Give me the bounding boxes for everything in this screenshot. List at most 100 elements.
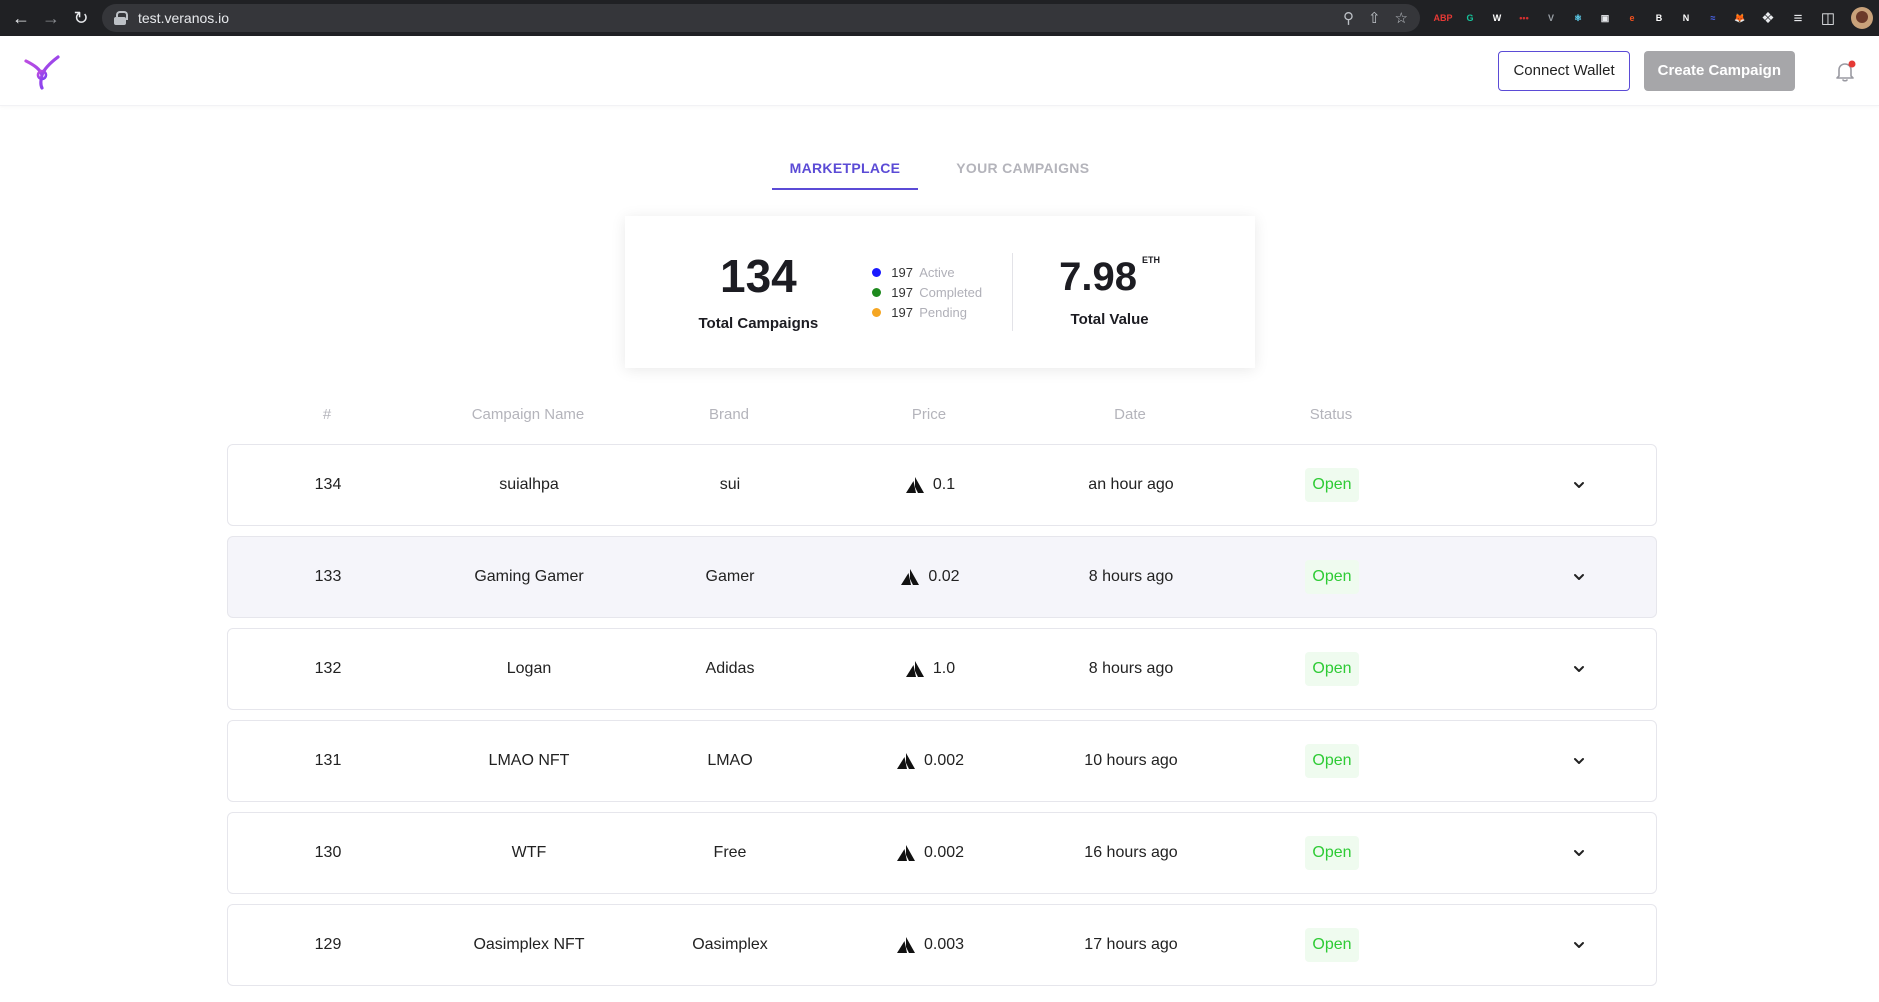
address-bar[interactable]: test.veranos.io ⚲ ⇧ ☆ [102, 4, 1420, 32]
legend-count: 197 [891, 304, 913, 320]
row-date: 16 hours ago [1084, 844, 1178, 861]
chevron-down-icon[interactable] [1572, 570, 1586, 584]
header-brand: Brand [708, 405, 750, 423]
summary-divider [1012, 253, 1014, 331]
row-number: 129 [314, 936, 342, 953]
row-date: 8 hours ago [1088, 660, 1174, 677]
row-expand[interactable] [1432, 754, 1656, 768]
avax-token-icon [905, 661, 924, 677]
row-campaign-name: Gaming Gamer [474, 568, 584, 585]
row-price: 0.003 [830, 936, 1030, 954]
lock-icon [114, 11, 128, 25]
notification-bell-icon[interactable] [1833, 59, 1857, 83]
metamask-icon[interactable]: 🦊 [1734, 12, 1746, 23]
table-header: # Campaign Name Brand Price Date Status [227, 394, 1657, 434]
table-row[interactable]: 133 Gaming Gamer Gamer 0.02 8 hours ago … [227, 536, 1657, 618]
chevron-down-icon[interactable] [1572, 846, 1586, 860]
row-date: 8 hours ago [1088, 568, 1174, 585]
row-date: an hour ago [1088, 476, 1174, 493]
app-header: Connect Wallet Create Campaign [0, 36, 1879, 106]
row-brand: LMAO [707, 752, 753, 769]
total-value-unit: ETH [1141, 254, 1160, 265]
total-campaigns-value: 134 [720, 249, 797, 302]
react-devtools-icon[interactable]: ⚛ [1573, 12, 1583, 23]
profile-avatar[interactable] [1851, 7, 1873, 29]
row-price-value: 0.003 [923, 936, 965, 953]
create-campaign-button[interactable]: Create Campaign [1643, 50, 1795, 91]
side-panel-icon[interactable]: ◫ [1820, 10, 1836, 27]
status-badge: Open [1305, 468, 1359, 502]
forward-icon[interactable]: → [42, 7, 60, 28]
row-price-value: 0.02 [928, 568, 960, 585]
tab-your-campaigns[interactable]: YOUR CAMPAIGNS [956, 160, 1090, 176]
row-date: 17 hours ago [1084, 936, 1178, 953]
chevron-down-icon[interactable] [1572, 938, 1586, 952]
row-status: Open [1232, 836, 1432, 870]
browser-toolbar: ← → ↻ test.veranos.io ⚲ ⇧ ☆ ABP G W ••• V ⚛ ▣ e… [0, 0, 1879, 36]
chevron-down-icon[interactable] [1572, 662, 1586, 676]
table-row[interactable]: 130 WTF Free 0.002 16 hours ago Open [227, 812, 1657, 894]
veranos-logo-icon[interactable] [22, 51, 62, 91]
avax-token-icon [896, 845, 915, 861]
legend-label: Pending [919, 304, 967, 320]
share-icon[interactable]: ⇧ [1367, 10, 1381, 27]
tab-marketplace[interactable]: MARKETPLACE [771, 150, 919, 190]
completed-dot-icon [872, 287, 882, 297]
wave-icon[interactable]: ≈ [1710, 13, 1716, 23]
total-campaigns-label: Total Campaigns [698, 314, 819, 332]
zoom-icon[interactable]: ⚲ [1342, 10, 1354, 27]
row-status: Open [1232, 744, 1432, 778]
avax-token-icon [896, 937, 915, 953]
w-icon[interactable]: W [1492, 13, 1502, 23]
header-campaign-name: Campaign Name [471, 405, 585, 423]
e-icon[interactable]: e [1629, 13, 1635, 23]
table-row[interactable]: 131 LMAO NFT LMAO 0.002 10 hours ago Ope… [227, 720, 1657, 802]
row-campaign-name: LMAO NFT [488, 752, 570, 769]
notion-icon[interactable]: N [1682, 13, 1690, 23]
status-badge: Open [1305, 560, 1359, 594]
row-number: 130 [314, 844, 342, 861]
row-price: 0.02 [830, 568, 1030, 586]
row-brand: Oasimplex [692, 936, 768, 953]
row-expand[interactable] [1432, 570, 1656, 584]
table-row[interactable]: 134 suialhpa sui 0.1 an hour ago Open [227, 444, 1657, 526]
header-date: Date [1114, 405, 1146, 423]
header-price: Price [911, 405, 947, 423]
active-dot-icon [872, 267, 882, 277]
back-icon[interactable]: ← [12, 7, 30, 28]
row-expand[interactable] [1432, 478, 1656, 492]
table-row[interactable]: 129 Oasimplex NFT Oasimplex 0.003 17 hou… [227, 904, 1657, 986]
row-price: 1.0 [830, 660, 1030, 678]
legend-count: 197 [891, 264, 913, 280]
vue-devtools-icon[interactable]: V [1547, 13, 1554, 23]
chevron-down-icon[interactable] [1572, 754, 1586, 768]
extensions-puzzle-icon[interactable]: ❖ [1761, 10, 1775, 27]
bookmark-star-icon[interactable]: ☆ [1394, 10, 1408, 27]
lastpass-icon[interactable]: ••• [1519, 13, 1529, 23]
row-expand[interactable] [1432, 662, 1656, 676]
row-price: 0.1 [830, 476, 1030, 494]
row-price-value: 0.002 [923, 844, 965, 861]
reading-list-icon[interactable]: ≡ [1793, 9, 1803, 27]
status-badge: Open [1305, 928, 1359, 962]
row-brand: sui [719, 476, 741, 493]
row-status: Open [1232, 652, 1432, 686]
row-expand[interactable] [1432, 938, 1656, 952]
connect-wallet-button[interactable]: Connect Wallet [1498, 50, 1630, 91]
screen-icon[interactable]: ▣ [1600, 12, 1610, 23]
grammarly-icon[interactable]: G [1466, 13, 1474, 23]
legend-count: 197 [891, 284, 913, 300]
avax-token-icon [896, 753, 915, 769]
table-row[interactable]: 132 Logan Adidas 1.0 8 hours ago Open [227, 628, 1657, 710]
row-campaign-name: Logan [506, 660, 552, 677]
adblock-icon[interactable]: ABP [1433, 13, 1453, 23]
extensions-bar: ABP G W ••• V ⚛ ▣ e B N ≈ 🦊 [1434, 9, 1749, 27]
chevron-down-icon[interactable] [1572, 478, 1586, 492]
header-number: # [322, 405, 332, 423]
reload-icon[interactable]: ↻ [73, 7, 89, 28]
b-icon[interactable]: B [1655, 13, 1663, 23]
row-expand[interactable] [1432, 846, 1656, 860]
avax-token-icon [905, 477, 924, 493]
row-price-value: 1.0 [932, 660, 956, 677]
row-brand: Gamer [705, 568, 755, 585]
